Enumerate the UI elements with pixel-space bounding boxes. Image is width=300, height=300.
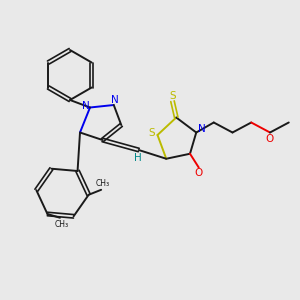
Text: H: H <box>134 153 141 163</box>
Text: S: S <box>149 128 155 137</box>
Text: S: S <box>169 91 176 101</box>
Text: CH₃: CH₃ <box>54 220 68 229</box>
Text: N: N <box>198 124 206 134</box>
Text: O: O <box>195 168 203 178</box>
Text: N: N <box>111 95 119 105</box>
Text: N: N <box>82 101 89 111</box>
Text: CH₃: CH₃ <box>95 179 110 188</box>
Text: O: O <box>266 134 274 144</box>
